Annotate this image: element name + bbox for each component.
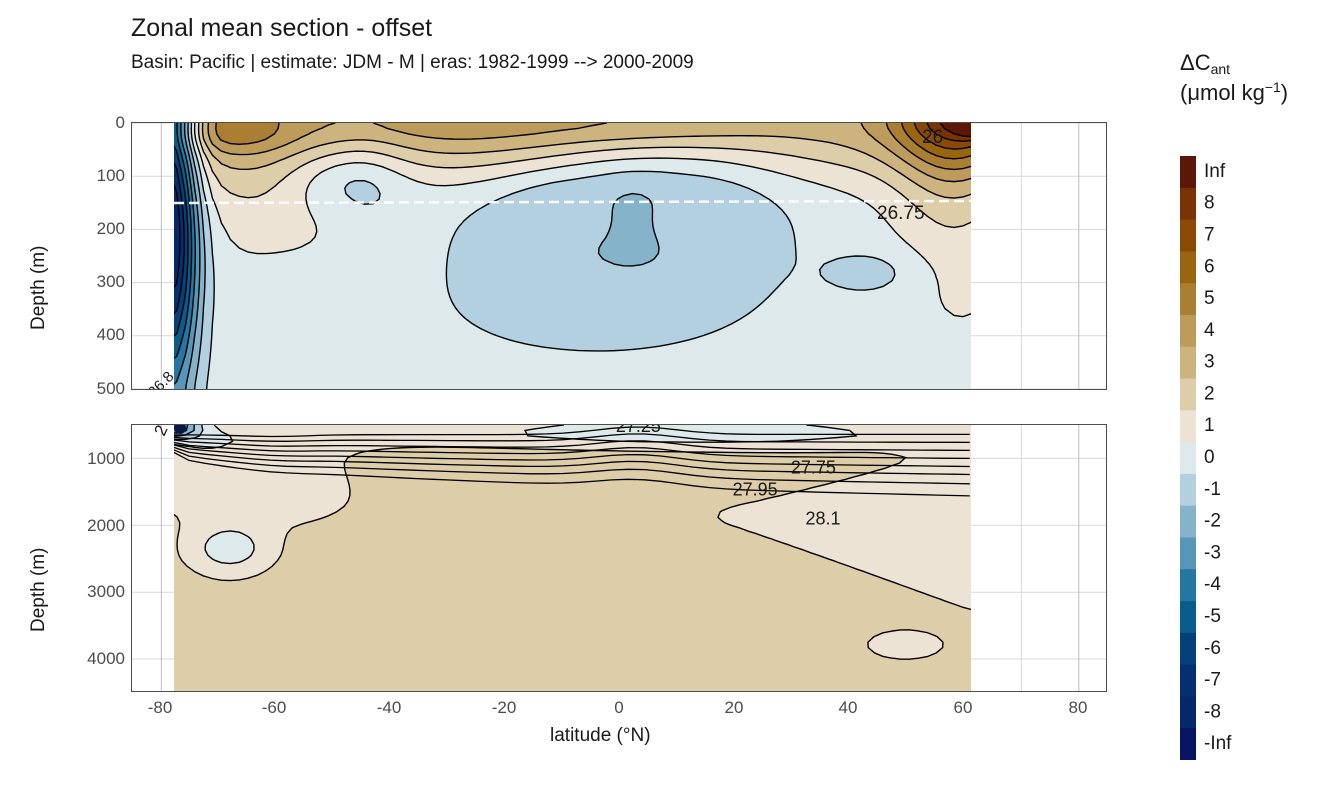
svg-text:-4: -4: [1204, 574, 1221, 595]
svg-text:6: 6: [1204, 256, 1215, 277]
svg-text:2: 2: [150, 425, 171, 439]
svg-text:7: 7: [1204, 224, 1215, 245]
svg-text:26: 26: [922, 127, 943, 148]
svg-text:-6: -6: [1204, 638, 1221, 659]
svg-text:2: 2: [1204, 383, 1215, 404]
svg-text:-7: -7: [1204, 670, 1221, 691]
svg-text:27.25: 27.25: [616, 425, 661, 436]
svg-text:27.95: 27.95: [733, 479, 778, 499]
svg-text:-2: -2: [1204, 511, 1221, 532]
svg-text:5: 5: [1204, 288, 1215, 309]
svg-text:27.75: 27.75: [791, 458, 836, 478]
svg-text:-3: -3: [1204, 542, 1221, 563]
svg-text:26.75: 26.75: [877, 203, 925, 224]
svg-text:26.8: 26.8: [145, 368, 178, 389]
svg-text:1: 1: [1204, 415, 1215, 436]
svg-text:-Inf: -Inf: [1204, 733, 1232, 754]
svg-text:-8: -8: [1204, 701, 1221, 722]
svg-text:-5: -5: [1204, 606, 1221, 627]
svg-text:8: 8: [1204, 193, 1215, 214]
svg-text:3: 3: [1204, 352, 1215, 373]
svg-text:28.1: 28.1: [806, 509, 841, 529]
svg-text:Inf: Inf: [1204, 161, 1226, 182]
svg-text:4: 4: [1204, 320, 1215, 341]
svg-text:-1: -1: [1204, 479, 1221, 500]
svg-text:0: 0: [1204, 447, 1215, 468]
